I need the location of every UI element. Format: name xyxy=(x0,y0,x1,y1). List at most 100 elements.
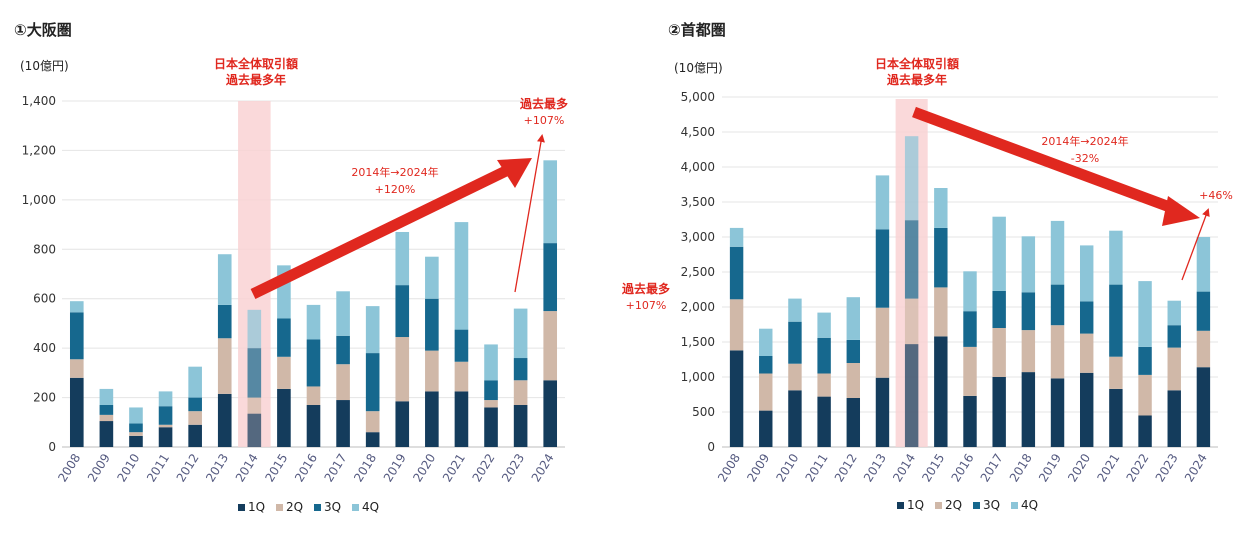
y-tick-label: 3,500 xyxy=(681,195,715,209)
bar-segment-4q xyxy=(425,256,439,299)
bar-segment-3q xyxy=(129,423,143,433)
x-tick-label: 2019 xyxy=(1036,451,1064,484)
bar-segment-1q xyxy=(788,390,802,447)
x-tick-label: 2012 xyxy=(174,451,202,484)
bar-segment-3q xyxy=(788,321,802,364)
x-tick-label: 2016 xyxy=(292,451,320,484)
y-tick-label: 5,000 xyxy=(681,90,715,104)
chart-title: ②首都圏 xyxy=(668,21,726,39)
bar-segment-4q xyxy=(158,391,173,407)
bar-segment-2q xyxy=(484,400,498,408)
bar-segment-3q xyxy=(1109,284,1123,357)
bar-segment-2q xyxy=(188,411,202,425)
bar-segment-4q xyxy=(217,254,232,305)
y-tick-label: 800 xyxy=(33,242,56,256)
y-tick-label: 0 xyxy=(707,440,715,454)
bar-segment-2q xyxy=(904,298,919,345)
bar-segment-1q xyxy=(336,400,350,447)
x-tick-label: 2023 xyxy=(1153,451,1181,484)
bar-segment-2q xyxy=(846,363,861,398)
highlight-label-line2: 過去最多年 xyxy=(225,72,286,87)
x-tick-label: 2015 xyxy=(919,451,947,484)
bar-segment-1q xyxy=(69,377,84,447)
peak-label-line2: +107% xyxy=(524,114,565,127)
bar-segment-3q xyxy=(277,318,291,357)
legend-label: 4Q xyxy=(1021,498,1038,512)
bar-segment-3q xyxy=(99,404,114,415)
bar-segment-2q xyxy=(425,350,439,392)
legend-label: 2Q xyxy=(945,498,962,512)
x-tick-label: 2022 xyxy=(470,451,498,484)
x-tick-label: 2019 xyxy=(381,451,409,484)
bar-segment-3q xyxy=(729,246,744,300)
highlight-label-line1: 日本全体取引額 xyxy=(875,56,959,71)
bar-segment-2q xyxy=(277,356,291,389)
bar-segment-4q xyxy=(1196,237,1211,292)
legend-label: 1Q xyxy=(248,500,265,514)
bar-segment-4q xyxy=(788,298,802,322)
bar-segment-1q xyxy=(484,407,498,447)
bar-segment-4q xyxy=(1050,220,1065,285)
end-arrow xyxy=(1181,208,1210,281)
x-tick-label: 2022 xyxy=(1124,451,1152,484)
bar-segment-1q xyxy=(963,395,977,447)
bar-segment-4q xyxy=(846,297,861,340)
trend-arrow-head xyxy=(1162,196,1200,226)
bar-segment-1q xyxy=(934,336,948,447)
bar-segment-3q xyxy=(513,358,528,381)
bar-segment-1q xyxy=(1167,390,1181,447)
bar-segment-1q xyxy=(129,435,143,447)
tokyo-chart: ②首都圏 (10億円) 0 500 1,000 1,500 2,000 2,500 3,00… xyxy=(621,21,1233,512)
trend-arrow-shaft xyxy=(912,106,1177,215)
y-tick-label: 3,000 xyxy=(681,230,715,244)
bar-segment-2q xyxy=(365,411,380,433)
x-tick-label: 2016 xyxy=(948,451,976,484)
y-tick-label: 400 xyxy=(33,341,56,355)
x-tick-labels: 2008 2009 2010 2011 2012 2013 2014 2015 2016 2017… xyxy=(55,451,556,484)
bar-segment-2q xyxy=(1079,333,1094,373)
bar-segment-1q xyxy=(454,391,469,447)
bar-segment-3q xyxy=(158,406,173,425)
bar-segment-4q xyxy=(992,216,1006,291)
legend-swatch xyxy=(897,502,904,509)
bar-segment-4q xyxy=(875,175,890,230)
bar-segment-1q xyxy=(729,350,744,447)
bar-segment-1q xyxy=(425,391,439,447)
bar-segment-4q xyxy=(513,308,528,359)
highlight-label-line2: 過去最多年 xyxy=(886,72,947,87)
bars xyxy=(69,160,558,447)
bar-segment-2q xyxy=(129,432,143,436)
bar-segment-3q xyxy=(875,229,890,308)
bar-segment-1q xyxy=(395,401,410,447)
legend-swatch xyxy=(238,504,245,511)
bar-segment-2q xyxy=(306,386,321,405)
bar-segment-4q xyxy=(247,309,262,349)
y-tick-label: 1,000 xyxy=(22,193,56,207)
x-tick-label: 2020 xyxy=(410,451,438,484)
bar-segment-1q xyxy=(158,427,173,447)
bar-segment-3q xyxy=(1167,325,1181,348)
x-tick-label: 2008 xyxy=(715,451,743,484)
bar-segment-4q xyxy=(817,312,831,338)
bar-segment-2q xyxy=(395,337,410,402)
y-tick-label: 2,000 xyxy=(681,300,715,314)
legend-swatch xyxy=(314,504,321,511)
bar-segment-4q xyxy=(69,301,84,313)
bar-segment-1q xyxy=(904,344,919,447)
bar-segment-1q xyxy=(817,396,831,447)
bar-segment-1q xyxy=(306,404,321,447)
bar-segment-2q xyxy=(963,346,977,396)
bar-segment-4q xyxy=(1021,236,1036,293)
legend: 1Q 2Q 3Q 4Q xyxy=(897,498,1038,512)
peak-arrow xyxy=(514,134,545,293)
bar-segment-4q xyxy=(129,407,143,424)
x-tick-label: 2011 xyxy=(803,451,831,484)
peak-label-line1: 過去最多 xyxy=(519,96,568,111)
end-label: +46% xyxy=(1199,189,1233,202)
trend-arrow-shaft xyxy=(250,165,511,299)
bar-segment-3q xyxy=(365,353,380,412)
bar-segment-1q xyxy=(543,380,558,447)
bars xyxy=(729,136,1211,447)
osaka-chart: ①大阪圏 (10億円) 0 200 400 600 800 1,000 1,200 1,400… xyxy=(14,21,568,514)
legend-label: 3Q xyxy=(983,498,1000,512)
